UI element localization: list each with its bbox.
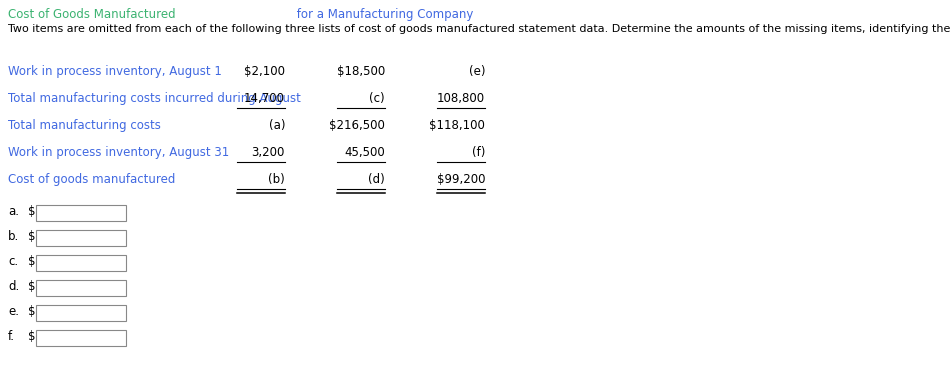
- Text: d.: d.: [8, 280, 19, 293]
- Text: $216,500: $216,500: [329, 119, 385, 132]
- Text: $: $: [28, 205, 35, 218]
- Text: (d): (d): [368, 173, 385, 186]
- Text: $2,100: $2,100: [244, 65, 285, 78]
- Text: f.: f.: [8, 330, 15, 343]
- Text: (a): (a): [268, 119, 285, 132]
- FancyBboxPatch shape: [36, 280, 126, 296]
- Text: 45,500: 45,500: [344, 146, 385, 159]
- Text: 3,200: 3,200: [252, 146, 285, 159]
- Text: (b): (b): [268, 173, 285, 186]
- Text: 108,800: 108,800: [437, 92, 485, 105]
- FancyBboxPatch shape: [36, 205, 126, 221]
- FancyBboxPatch shape: [36, 255, 126, 271]
- Text: $118,100: $118,100: [429, 119, 485, 132]
- Text: e.: e.: [8, 305, 19, 318]
- Text: $18,500: $18,500: [337, 65, 385, 78]
- Text: Work in process inventory, August 31: Work in process inventory, August 31: [8, 146, 229, 159]
- Text: Cost of Goods Manufactured: Cost of Goods Manufactured: [8, 8, 176, 21]
- Text: $: $: [28, 305, 35, 318]
- Text: a.: a.: [8, 205, 19, 218]
- Text: $: $: [28, 230, 35, 243]
- Text: (e): (e): [469, 65, 485, 78]
- FancyBboxPatch shape: [36, 305, 126, 321]
- Text: for a Manufacturing Company: for a Manufacturing Company: [293, 8, 473, 21]
- FancyBboxPatch shape: [36, 330, 126, 346]
- Text: (c): (c): [369, 92, 385, 105]
- Text: Two items are omitted from each of the following three lists of cost of goods ma: Two items are omitted from each of the f…: [8, 24, 951, 34]
- Text: 14,700: 14,700: [244, 92, 285, 105]
- Text: (f): (f): [472, 146, 485, 159]
- Text: b.: b.: [8, 230, 19, 243]
- Text: Cost of goods manufactured: Cost of goods manufactured: [8, 173, 175, 186]
- Text: Work in process inventory, August 1: Work in process inventory, August 1: [8, 65, 222, 78]
- Text: $: $: [28, 330, 35, 343]
- Text: $: $: [28, 255, 35, 268]
- Text: Total manufacturing costs incurred during August: Total manufacturing costs incurred durin…: [8, 92, 301, 105]
- Text: Total manufacturing costs: Total manufacturing costs: [8, 119, 161, 132]
- Text: c.: c.: [8, 255, 18, 268]
- Text: $: $: [28, 280, 35, 293]
- Text: $99,200: $99,200: [437, 173, 485, 186]
- FancyBboxPatch shape: [36, 230, 126, 246]
